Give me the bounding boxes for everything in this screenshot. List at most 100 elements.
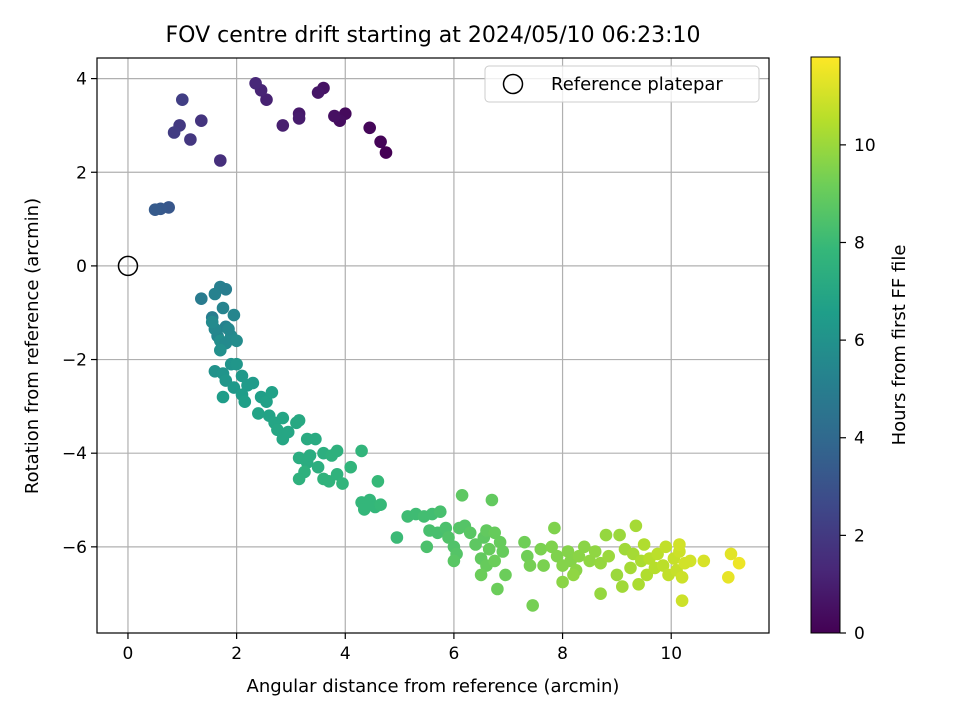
data-point [616,580,629,593]
data-point [358,503,371,516]
data-point [488,554,502,568]
data-point [311,86,325,99]
x-tick-label: 4 [340,644,351,664]
x-tick-label: 6 [449,644,460,664]
data-point [355,444,368,458]
data-point [545,540,558,554]
data-point [344,460,358,474]
data-point [659,540,673,554]
data-point [463,526,477,540]
data-point [328,109,341,123]
data-point [390,531,404,544]
data-point [148,203,162,216]
data-point [496,545,510,558]
data-point [550,549,564,563]
data-point [572,549,586,563]
y-axis-label: Rotation from reference (arcmin) [22,198,43,494]
data-point [455,489,469,502]
x-axis-ticks: 0 2 4 6 8 10 [123,633,682,664]
data-point [249,77,262,90]
legend-reference-marker [502,73,524,95]
y-tick-label: 2 [76,163,87,183]
data-point [184,133,197,146]
data-point [499,568,512,582]
data-point [624,561,637,575]
data-point [732,556,746,570]
grid-lines [97,58,769,633]
colorbar-tick-label: 6 [854,331,865,351]
data-point [722,571,735,584]
data-point [309,432,322,446]
data-point [526,599,539,612]
reference-point [117,255,139,277]
data-point [374,135,387,149]
data-point [379,146,393,159]
data-point [675,571,689,584]
y-tick-label: 4 [76,70,87,90]
data-point [548,521,561,535]
data-point [311,460,325,474]
data-point [610,568,624,582]
data-point [556,575,569,589]
colorbar-ticks: 0 2 4 6 8 10 [840,136,876,644]
data-point [208,287,222,301]
data-point [292,472,306,486]
data-point [292,414,306,427]
data-point [474,568,488,582]
data-point [673,538,686,551]
x-axis-label: Angular distance from reference (arcmin) [247,676,620,697]
x-tick-label: 0 [123,644,134,664]
data-point [434,505,447,518]
data-point [683,554,697,568]
colorbar-tick-label: 10 [854,136,876,156]
data-point [227,381,241,394]
colorbar-tick-label: 0 [854,624,865,644]
data-point [222,322,235,336]
data-point [447,554,461,568]
data-point [216,301,230,315]
data-point [675,594,689,607]
data-point [271,423,284,437]
data-point [303,449,317,462]
data-point [214,343,227,357]
data-points [148,77,746,612]
data-point [724,547,738,561]
y-tick-label: 0 [76,257,87,277]
data-point [632,578,645,591]
x-tick-label: 2 [231,644,242,664]
data-point [488,526,502,540]
plot-frame [96,57,770,634]
legend-entry-reference: Reference platepar [551,74,723,95]
data-point [374,498,387,512]
data-point [216,390,230,404]
data-point [656,559,670,572]
y-tick-label: −6 [62,538,87,558]
y-tick-label: −4 [62,444,87,464]
data-point [195,292,208,306]
x-tick-label: 8 [557,644,568,664]
data-point [697,554,711,568]
data-point [176,93,189,106]
data-point [420,540,434,554]
data-point [442,531,455,544]
data-point [195,114,208,127]
data-point [330,444,344,458]
data-point [371,475,385,488]
data-point [214,154,227,167]
data-point [485,493,499,507]
data-point [281,425,295,439]
data-point [230,357,243,371]
data-point [235,369,249,383]
data-point [629,519,643,533]
data-point [227,308,241,322]
data-point [523,559,537,572]
data-point [276,411,290,425]
colorbar-label: Hours from first FF file [889,245,910,446]
data-point [363,121,377,135]
x-tick-label: 10 [660,644,682,664]
chart-title: FOV centre drift starting at 2024/05/10 … [166,23,701,48]
data-point [651,547,664,561]
data-point [537,559,550,572]
data-point [330,468,344,481]
